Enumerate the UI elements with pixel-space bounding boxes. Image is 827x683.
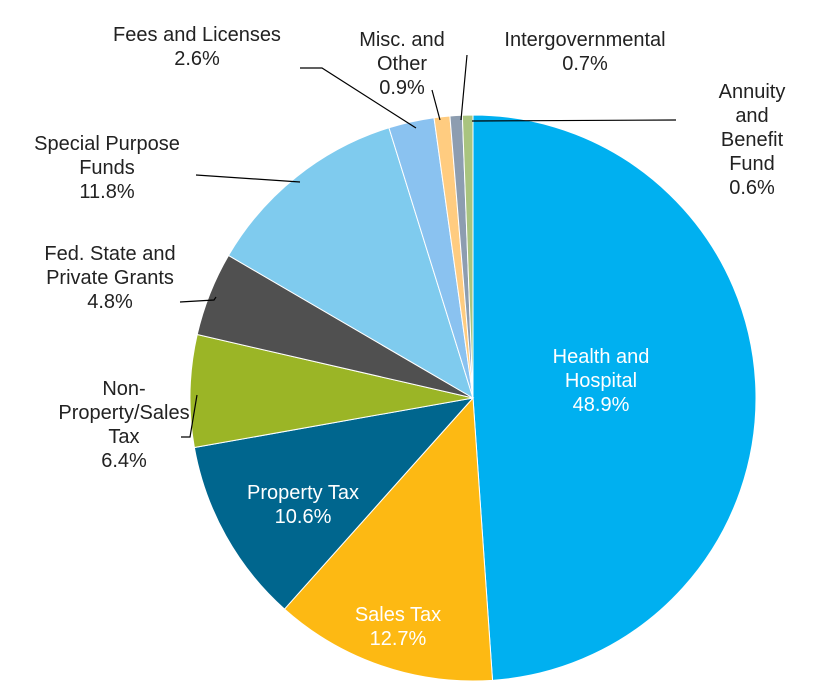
value-label: 0.7%: [562, 53, 608, 75]
category-name: Misc. and Other: [359, 29, 445, 75]
category-name: Special Purpose Funds: [34, 133, 180, 179]
leader-line: [471, 119, 677, 122]
value-label: 6.4%: [101, 450, 147, 472]
pie-slice: [283, 396, 494, 682]
pie-slice: [193, 397, 475, 610]
leader-line: [181, 394, 198, 438]
pie-slice: [472, 114, 757, 681]
leader-line: [460, 54, 468, 121]
value-label: 12.7%: [369, 628, 427, 650]
pie-slice: [189, 333, 474, 449]
leader-line: [179, 296, 217, 303]
value-label: 11.8%: [79, 181, 135, 203]
category-name: Sales Tax: [354, 604, 442, 626]
slice-label: Property Tax 10.6%: [247, 481, 359, 529]
slice-label: Intergovernmental 0.7%: [504, 28, 665, 76]
category-name: Non- Property/Sales Tax: [58, 378, 190, 448]
slice-label: Health and Hospital 48.9%: [553, 345, 650, 417]
leader-line: [300, 67, 417, 129]
slice-label: Misc. and Other 0.9%: [359, 28, 445, 100]
value-label: 0.9%: [379, 77, 425, 99]
pie-slice: [227, 127, 474, 400]
value-label: 10.6%: [274, 506, 332, 528]
category-name: Annuity and Benefit Fund: [718, 81, 786, 175]
pie-slice: [461, 114, 474, 399]
category-name: Health and Hospital: [552, 346, 650, 392]
value-label: 0.6%: [729, 177, 775, 199]
slice-label: Sales Tax 12.7%: [355, 603, 441, 651]
category-name: Property Tax: [247, 482, 359, 504]
leader-line: [195, 174, 301, 183]
slice-label: Special Purpose Funds 11.8%: [34, 132, 180, 204]
value-label: 2.6%: [174, 48, 220, 70]
slice-label: Annuity and Benefit Fund 0.6%: [715, 80, 790, 200]
value-label: 48.9%: [572, 394, 630, 416]
leader-line: [431, 89, 441, 121]
category-name: Intergovernmental: [504, 29, 666, 51]
value-label: 4.8%: [87, 291, 133, 313]
slice-label: Fed. State and Private Grants 4.8%: [44, 242, 175, 314]
category-name: Fed. State and Private Grants: [44, 243, 176, 289]
category-name: Fees and Licenses: [113, 24, 281, 46]
slice-label: Fees and Licenses 2.6%: [113, 23, 281, 71]
slice-label: Non- Property/Sales Tax 6.4%: [58, 377, 189, 473]
